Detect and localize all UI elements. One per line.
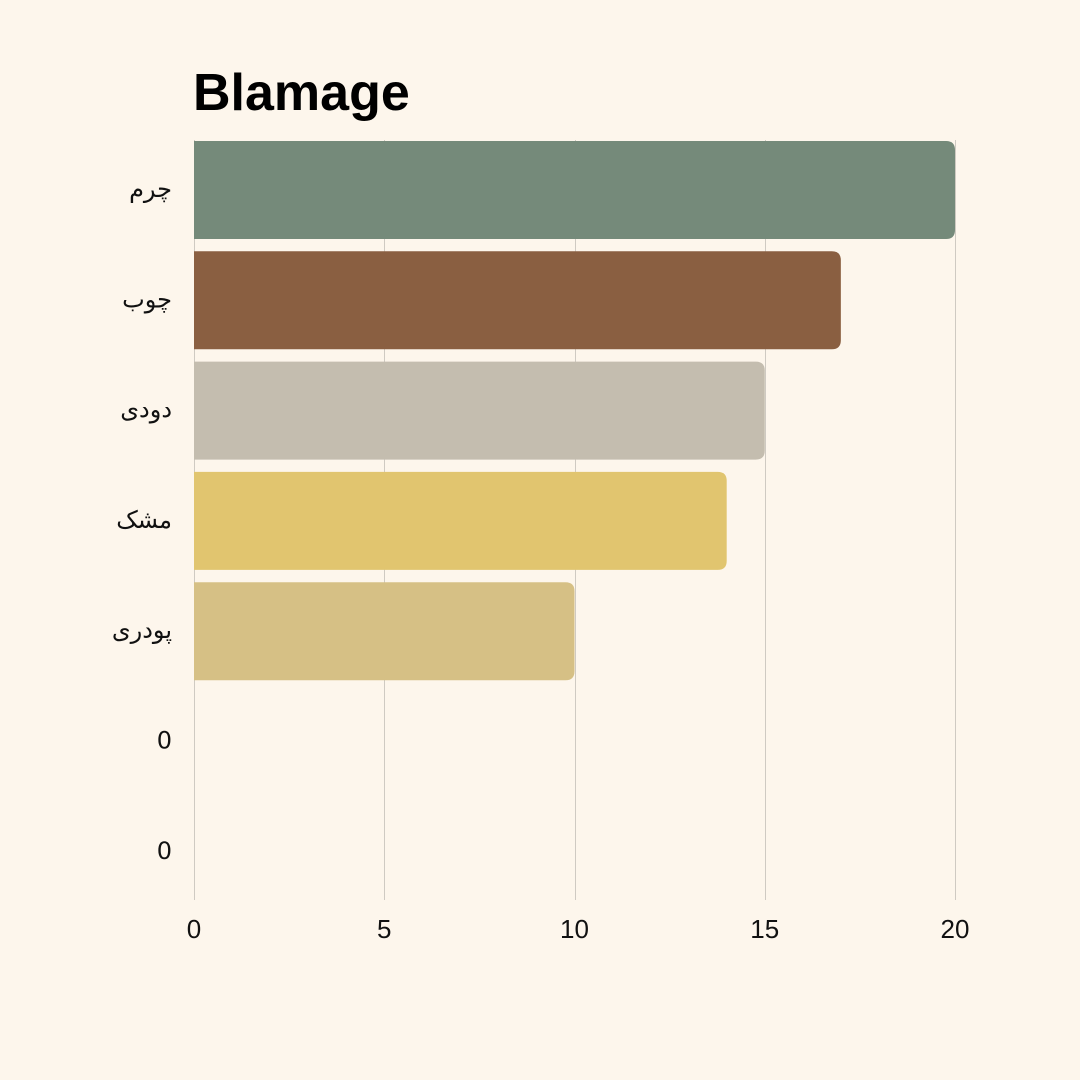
- bar-4: [194, 582, 575, 681]
- category-label-4: پودری: [112, 616, 172, 644]
- x-tick-label-15: 15: [750, 914, 779, 944]
- bar-2: [194, 361, 765, 460]
- category-label-1: چوب: [122, 285, 172, 313]
- bar-3: [194, 471, 727, 570]
- x-tick-label-20: 20: [941, 914, 970, 944]
- bar-0: [194, 141, 955, 239]
- chart-title: Blamage: [193, 64, 410, 122]
- x-tick-label-0: 0: [187, 914, 201, 944]
- x-axis-ticks: 0 5 10 15 20: [187, 914, 970, 944]
- category-label-6: 0: [157, 837, 172, 865]
- category-label-3: مشک: [116, 506, 172, 534]
- bar-1: [194, 251, 841, 350]
- category-label-2: دودی: [120, 396, 172, 424]
- category-labels: چرم چوب دودی مشک پودری 0 0: [112, 175, 172, 865]
- x-tick-label-10: 10: [560, 914, 589, 944]
- bars: [194, 141, 955, 681]
- category-label-5: 0: [157, 727, 172, 755]
- x-tick-label-5: 5: [377, 914, 391, 944]
- category-label-0: چرم: [129, 175, 172, 203]
